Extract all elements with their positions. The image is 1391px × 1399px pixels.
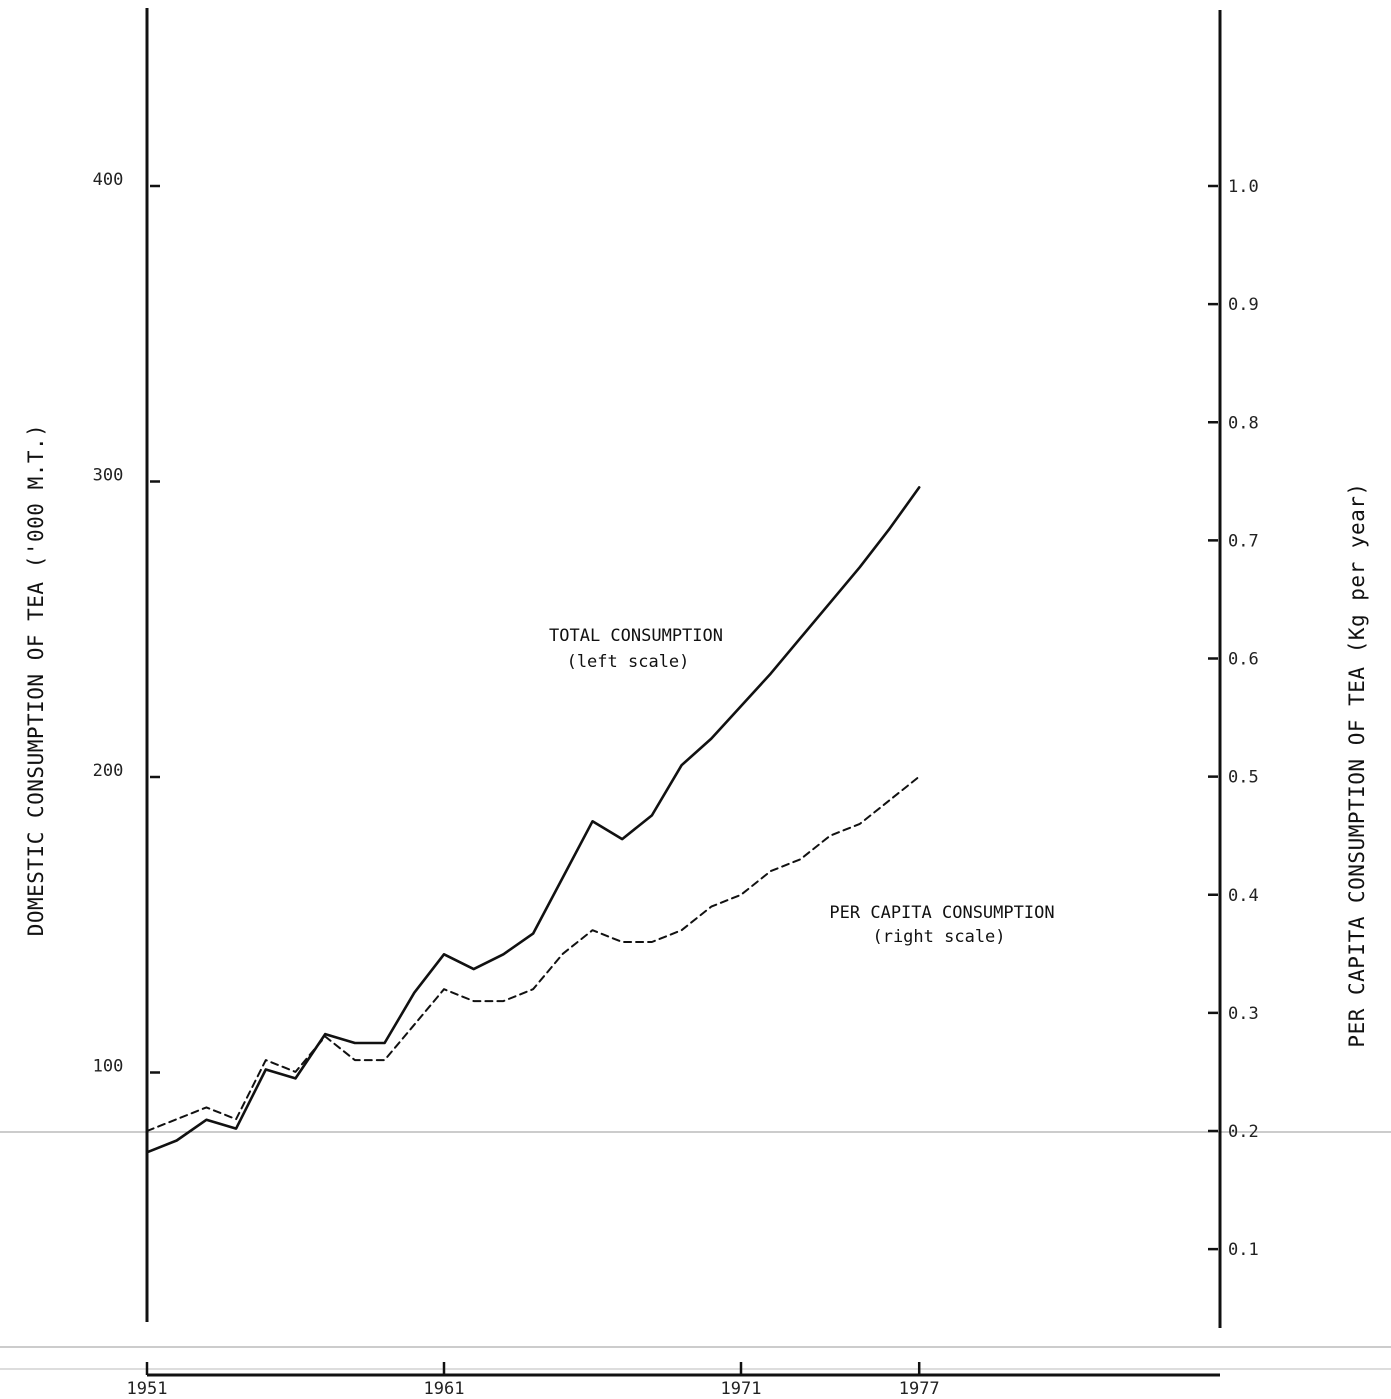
left-tick-label: 400 <box>93 170 124 190</box>
left-tick-label: 300 <box>93 466 124 486</box>
right-tick-label: 0.2 <box>1228 1122 1259 1142</box>
annotation-total-line-1: TOTAL CONSUMPTION <box>549 626 723 646</box>
right-tick-label: 0.7 <box>1228 531 1259 551</box>
left-tick-label: 100 <box>93 1057 124 1077</box>
x-axis-ticks: 1951 1961 1971 1977 <box>127 1362 940 1399</box>
annotation-percapita-line-2: (right scale) <box>872 927 1005 947</box>
left-axis-ticks: 100 200 300 400 <box>93 170 160 1077</box>
annotation-percapita-line-1: PER CAPITA CONSUMPTION <box>829 903 1054 923</box>
x-tick-label: 1961 <box>424 1379 465 1399</box>
left-tick-label: 200 <box>93 761 124 781</box>
series-layer <box>145 486 921 1154</box>
right-axis-title: PER CAPITA CONSUMPTION OF TEA (Kg per ye… <box>1345 482 1369 1047</box>
per-capita-consumption-line <box>146 775 921 1132</box>
right-tick-label: 0.6 <box>1228 650 1259 670</box>
total-consumption-line <box>145 486 921 1154</box>
right-tick-label: 0.5 <box>1228 768 1259 788</box>
right-tick-label: 0.1 <box>1228 1240 1259 1260</box>
right-tick-label: 0.8 <box>1228 413 1259 433</box>
x-tick-label: 1951 <box>127 1379 168 1399</box>
x-tick-label: 1971 <box>721 1379 762 1399</box>
left-axis-title: DOMESTIC CONSUMPTION OF TEA ('000 M.T.) <box>24 424 48 937</box>
right-tick-label: 0.4 <box>1228 886 1259 906</box>
x-tick-label: 1977 <box>899 1379 940 1399</box>
right-axis-ticks: 0.1 0.2 0.3 0.4 0.5 0.6 0.7 0.8 0.9 1.0 <box>1208 177 1259 1260</box>
right-tick-label: 0.3 <box>1228 1004 1259 1024</box>
right-tick-label: 0.9 <box>1228 295 1259 315</box>
annotation-total-line-2: (left scale) <box>567 652 690 672</box>
right-tick-label: 1.0 <box>1228 177 1259 197</box>
